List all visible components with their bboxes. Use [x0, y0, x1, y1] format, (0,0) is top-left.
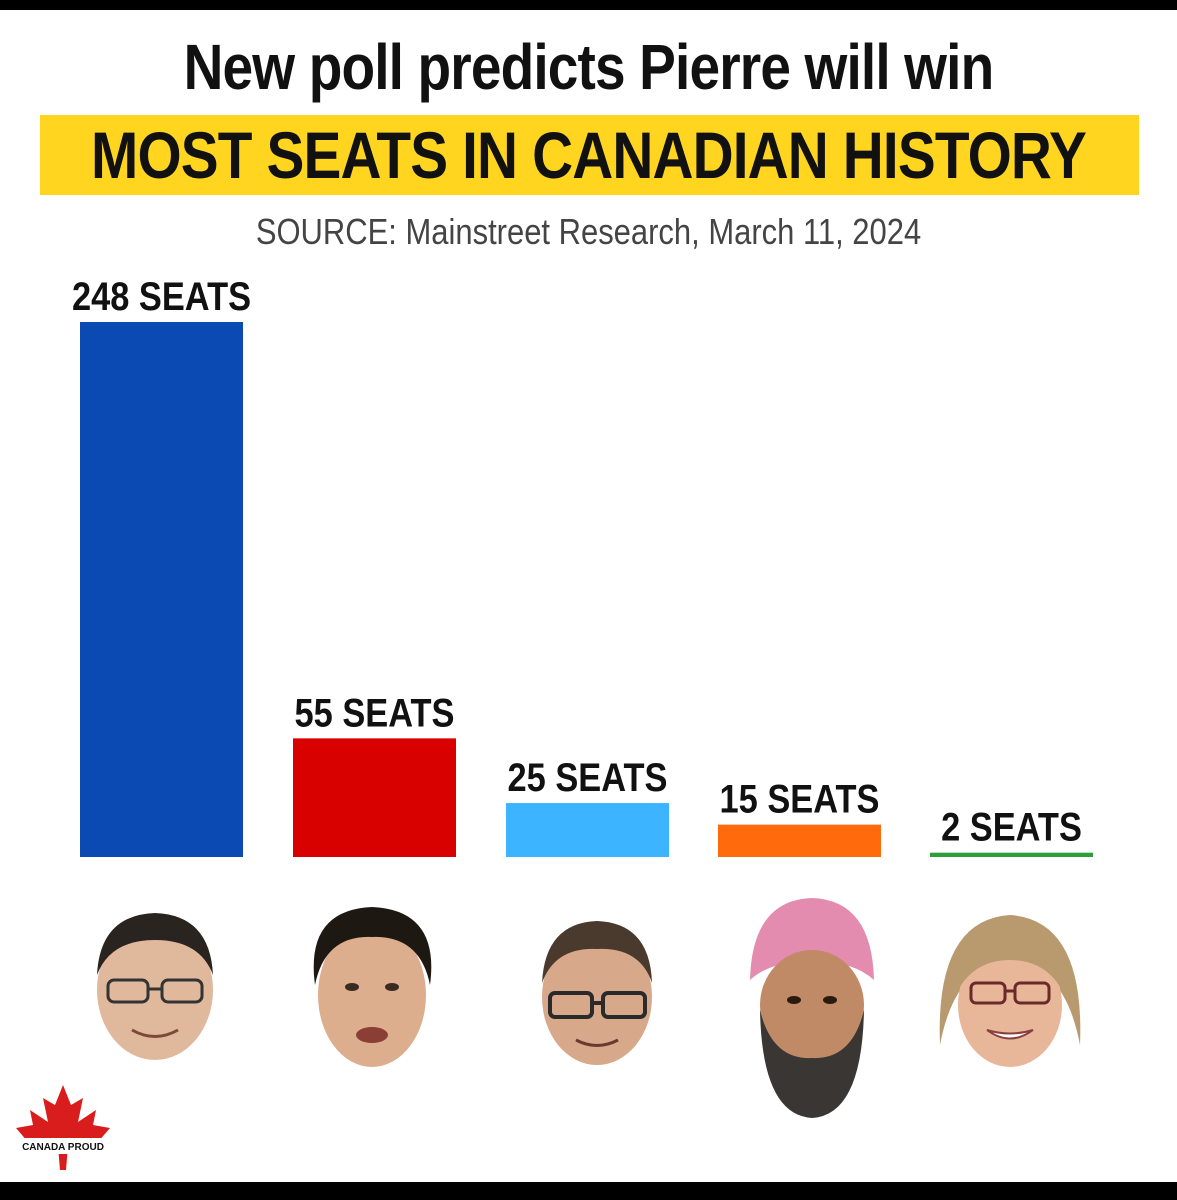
bar-2: [293, 738, 456, 857]
canada-proud-logo: CANADA PROUD: [8, 1080, 118, 1180]
chart-title-line1: New poll predicts Pierre will win: [183, 31, 995, 103]
candidate-portrait-pierre: [97, 913, 213, 1060]
bar-data-label-2: 55 SEATS: [295, 690, 455, 735]
bar-1: [80, 322, 243, 857]
title-highlight: [40, 115, 1139, 195]
bar-data-label-5: 2 SEATS: [941, 804, 1082, 849]
candidate-portrait-elizabeth: [939, 915, 1081, 1067]
chart-title-line2: MOST SEATS IN CANADIAN HISTORY: [91, 118, 1087, 192]
chart-source: SOURCE: Mainstreet Research, March 11, 2…: [255, 211, 922, 252]
bar-data-label-3: 25 SEATS: [508, 755, 668, 800]
bar-chart: 248 SEATS 55 SEATS 25 SEATS 15 SEATS 2 SEATS: [72, 274, 1093, 857]
bar-3: [506, 803, 669, 857]
bar-4: [718, 824, 881, 857]
chart-card: New poll predicts Pierre will win MOST S…: [0, 10, 1177, 1182]
candidate-portrait-justin: [313, 907, 432, 1067]
bar-5: [930, 852, 1093, 857]
logo-text: CANADA PROUD: [22, 1142, 104, 1153]
candidate-portrait-yves-francois: [542, 921, 652, 1065]
bar-data-label-1: 248 SEATS: [72, 274, 251, 319]
maple-leaf-icon: CANADA PROUD: [8, 1085, 118, 1170]
candidate-portrait-jagmeet: [750, 898, 874, 1118]
bar-data-label-4: 15 SEATS: [720, 776, 880, 821]
